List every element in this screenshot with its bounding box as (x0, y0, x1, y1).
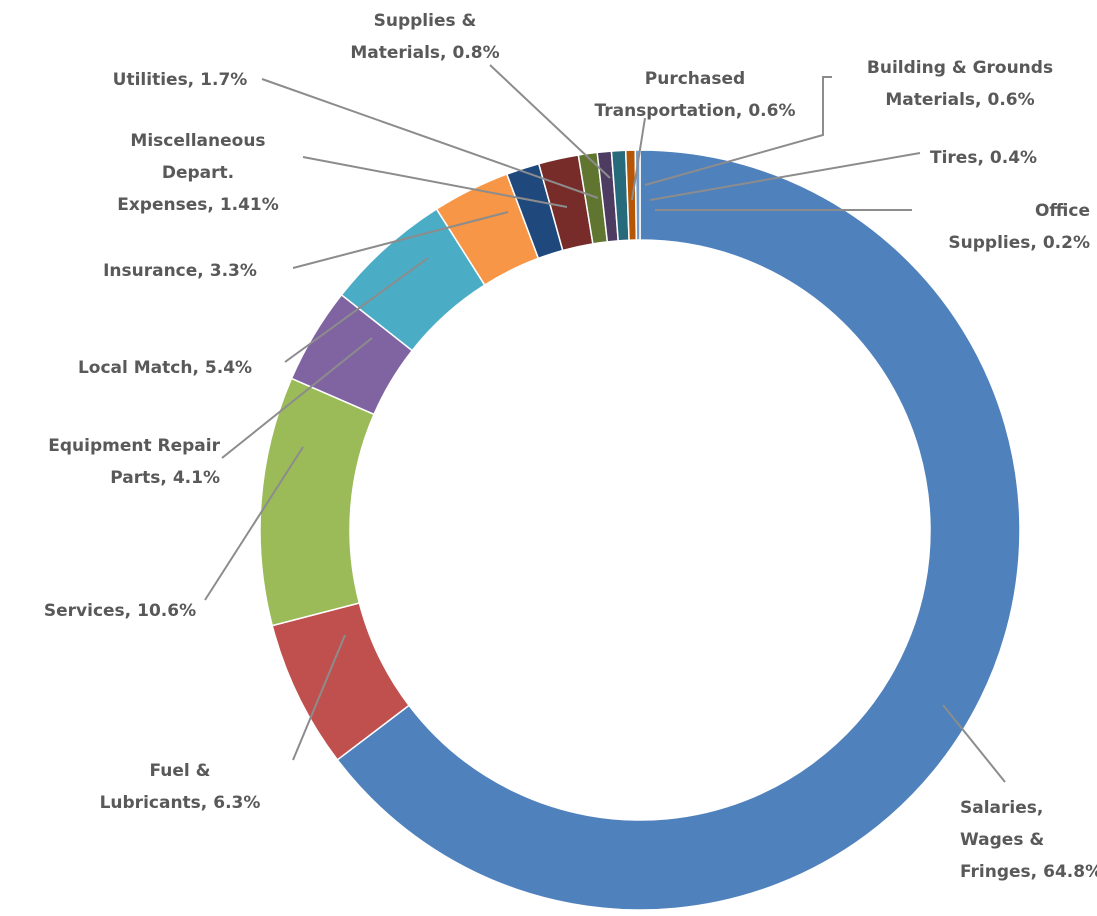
data-label: Local Match, 5.4% (40, 352, 290, 384)
category-label: Equipment Repair Parts, (48, 436, 220, 488)
data-label: Miscellaneous Depart. Expenses, 1.41% (108, 125, 288, 221)
data-label: Tires, 0.4% (930, 142, 1090, 174)
data-label: Salaries, Wages & Fringes, 64.8% (960, 792, 1097, 888)
leader-line (292, 211, 509, 269)
category-label: Miscellaneous Depart. Expenses, (117, 131, 266, 215)
category-label: Fuel & Lubricants, (99, 761, 211, 813)
value-label: 0.6% (748, 101, 796, 121)
data-label: Fuel & Lubricants, 6.3% (80, 755, 280, 819)
leader-line (204, 446, 304, 601)
leader-line (261, 78, 599, 199)
data-label: Equipment Repair Parts, 4.1% (20, 430, 220, 494)
leader-line (302, 156, 568, 208)
category-label: Supplies & Materials, (350, 11, 477, 63)
value-label: 10.6% (137, 601, 197, 621)
value-label: 0.8% (452, 43, 500, 63)
category-label: Purchased Transportation, (594, 69, 746, 121)
leader-line (489, 64, 611, 179)
data-label: Services, 10.6% (20, 595, 220, 627)
category-label: Salaries, Wages & Fringes, (960, 798, 1045, 882)
category-label: Local Match, (77, 358, 199, 378)
leader-line (292, 634, 346, 761)
leader-line (649, 152, 921, 201)
leader-line (631, 117, 646, 201)
category-label: Office Supplies, (948, 201, 1090, 253)
category-label: Tires, (930, 148, 984, 168)
data-label: Building & Grounds Materials, 0.6% (845, 52, 1075, 116)
leader-line (284, 257, 429, 363)
data-label: Purchased Transportation, 0.6% (580, 63, 810, 127)
value-label: 0.4% (989, 148, 1038, 168)
category-label: Utilities, (112, 70, 195, 90)
value-label: 6.3% (213, 793, 261, 813)
category-label: Building & Grounds Materials, (866, 58, 1054, 110)
slice (336, 149, 1021, 911)
value-label: 5.4% (204, 358, 253, 378)
leader-line (942, 704, 1006, 783)
leader-line (221, 337, 373, 459)
value-label: 0.6% (987, 90, 1035, 110)
value-label: 64.8% (1043, 862, 1097, 882)
category-label: Services, (43, 601, 132, 621)
slice (259, 377, 376, 627)
value-label: 1.41% (219, 195, 279, 215)
value-label: 3.3% (209, 261, 257, 281)
data-label: Supplies & Materials, 0.8% (335, 5, 515, 69)
value-label: 1.7% (200, 70, 248, 90)
data-label: Insurance, 3.3% (60, 255, 300, 287)
value-label: 4.1% (172, 468, 220, 488)
category-label: Insurance, (103, 261, 204, 281)
value-label: 0.2% (1042, 233, 1090, 253)
leader-line (644, 76, 832, 186)
data-label: Utilities, 1.7% (80, 64, 280, 96)
data-label: Office Supplies, 0.2% (905, 195, 1090, 259)
